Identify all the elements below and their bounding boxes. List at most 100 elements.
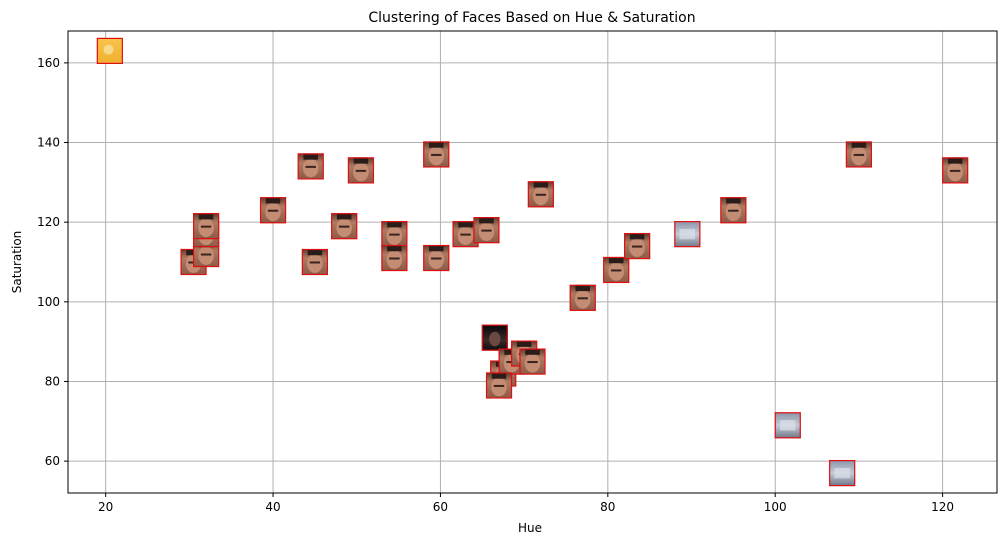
detection-box bbox=[527, 181, 554, 208]
data-points bbox=[96, 37, 969, 487]
x-ticks: 20 40 60 80 100 120 bbox=[98, 493, 954, 514]
detection-box bbox=[259, 197, 287, 224]
hair-shape bbox=[265, 197, 281, 204]
x-tick-label: 100 bbox=[764, 500, 787, 514]
blur-shape bbox=[679, 228, 696, 240]
hair-shape bbox=[198, 213, 214, 220]
face-shape bbox=[302, 158, 319, 178]
detection-box bbox=[569, 284, 596, 311]
detection-box bbox=[481, 324, 508, 351]
eyes-shape bbox=[481, 229, 492, 232]
face-thumbnail-point bbox=[527, 181, 554, 208]
face-thumbnail-point bbox=[301, 248, 328, 276]
face-thumbnail-point bbox=[481, 324, 508, 351]
face-shape bbox=[574, 290, 591, 309]
eyes-shape bbox=[853, 153, 865, 156]
eyes-shape bbox=[389, 233, 400, 236]
face-shape bbox=[428, 146, 445, 166]
hair-shape bbox=[353, 157, 369, 164]
face-shape bbox=[307, 254, 323, 273]
hair-shape bbox=[303, 153, 318, 160]
hair-shape bbox=[533, 181, 549, 188]
face-thumbnail-point bbox=[473, 217, 500, 244]
hair-shape bbox=[947, 157, 963, 164]
hair-shape bbox=[726, 197, 741, 204]
eyes-shape bbox=[309, 261, 321, 264]
hair-shape bbox=[851, 141, 867, 148]
eyes-shape bbox=[631, 245, 643, 248]
face-thumbnail-point bbox=[381, 244, 408, 272]
hair-shape bbox=[387, 245, 402, 252]
face-thumbnail-point bbox=[96, 37, 123, 65]
eyes-shape bbox=[431, 257, 442, 260]
detection-box bbox=[774, 412, 801, 439]
detection-box bbox=[473, 217, 500, 244]
detection-box bbox=[829, 459, 856, 487]
face-thumbnail-point bbox=[942, 157, 969, 184]
detection-box bbox=[845, 141, 873, 168]
face-shape bbox=[198, 218, 214, 238]
detection-box bbox=[301, 248, 328, 276]
x-tick-label: 60 bbox=[433, 500, 448, 514]
face-shape bbox=[386, 250, 403, 269]
face-thumbnail-point bbox=[297, 153, 324, 180]
eyes-shape bbox=[493, 384, 505, 387]
hair-shape bbox=[525, 348, 540, 355]
face-shape bbox=[457, 226, 474, 246]
hair-shape bbox=[336, 213, 352, 220]
face-shape bbox=[491, 377, 507, 397]
face-shape bbox=[725, 202, 742, 222]
detection-box bbox=[624, 232, 651, 260]
eyes-shape bbox=[949, 169, 961, 172]
eyes-shape bbox=[267, 209, 279, 212]
face-shape bbox=[336, 218, 352, 238]
blur-shape bbox=[834, 467, 850, 479]
hair-shape bbox=[491, 372, 507, 379]
hair-shape bbox=[629, 233, 645, 240]
detection-box bbox=[192, 213, 220, 240]
face-shape bbox=[428, 250, 445, 269]
y-tick-label: 140 bbox=[37, 136, 60, 150]
face-shape bbox=[851, 146, 867, 166]
face-shape bbox=[608, 262, 624, 281]
detection-box bbox=[519, 348, 546, 375]
face-thumbnail-point bbox=[774, 412, 801, 439]
detection-box bbox=[674, 221, 701, 248]
face-thumbnail-point bbox=[720, 197, 747, 224]
plot-frame bbox=[67, 30, 998, 494]
face-shape bbox=[353, 162, 369, 182]
face-thumbnail-point bbox=[381, 221, 408, 248]
detection-box bbox=[331, 213, 358, 240]
blur-shape bbox=[779, 420, 796, 431]
detection-box bbox=[347, 157, 375, 184]
x-tick-label: 40 bbox=[265, 500, 280, 514]
face-thumbnail-point bbox=[624, 232, 651, 260]
hair-shape bbox=[307, 249, 323, 256]
face-thumbnail-point bbox=[347, 157, 375, 184]
eyes-shape bbox=[577, 297, 588, 300]
y-tick-label: 160 bbox=[37, 56, 60, 70]
face-thumbnail-point bbox=[569, 284, 596, 311]
eyes-shape bbox=[535, 193, 547, 196]
face-thumbnail-point bbox=[331, 213, 358, 240]
face-shape bbox=[386, 226, 403, 246]
face-thumbnail-point bbox=[603, 256, 630, 284]
plot-background bbox=[68, 31, 997, 493]
face-thumbnail-point bbox=[192, 213, 220, 240]
hair-shape bbox=[428, 141, 444, 148]
detection-box bbox=[485, 372, 513, 399]
face-thumbnail-point bbox=[519, 348, 546, 375]
face-shape bbox=[533, 186, 549, 206]
detection-box bbox=[297, 153, 324, 180]
face-shape bbox=[198, 246, 214, 265]
face-thumbnail-point bbox=[829, 459, 856, 487]
detection-box bbox=[423, 141, 450, 168]
detection-box bbox=[96, 37, 123, 65]
hair-shape bbox=[387, 221, 402, 228]
eyes-shape bbox=[460, 233, 471, 236]
face-shape bbox=[524, 353, 541, 373]
face-thumbnail-point bbox=[845, 141, 873, 168]
eyes-shape bbox=[527, 361, 538, 364]
x-axis-label: Hue bbox=[518, 521, 542, 535]
